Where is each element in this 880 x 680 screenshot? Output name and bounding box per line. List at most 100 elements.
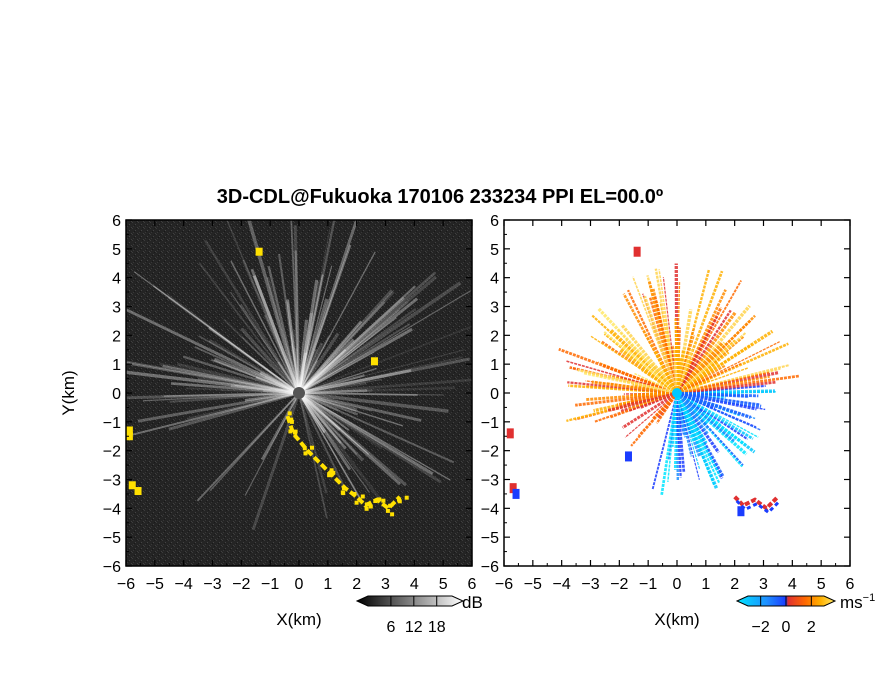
echo-pixel <box>381 498 386 503</box>
velocity-ray <box>621 324 679 395</box>
x-tick-label: −1 <box>261 576 279 593</box>
reflectivity-ray <box>126 361 300 395</box>
velocity-ray <box>676 392 759 438</box>
reflectivity-ray <box>298 391 449 413</box>
y-tick-label: 2 <box>112 328 121 345</box>
echo-pixel <box>377 497 382 502</box>
echo-pixel <box>289 419 294 424</box>
velocity-ray <box>676 392 692 422</box>
reflectivity-ray <box>186 391 300 421</box>
x-tick-label: 3 <box>759 576 768 593</box>
reflectivity-ray <box>259 371 300 395</box>
reflectivity-ray <box>234 385 300 394</box>
y-tick-label: 0 <box>112 386 121 403</box>
echo-blob <box>134 487 142 496</box>
y-tick-label: −6 <box>103 559 121 576</box>
reflectivity-ray <box>297 392 386 507</box>
reflectivity-ray <box>297 348 319 394</box>
reflectivity-ray <box>167 296 300 394</box>
x-tick-label: −3 <box>203 576 221 593</box>
echo-pixel <box>354 500 359 505</box>
reflectivity-ray <box>286 301 301 394</box>
reflectivity-ray <box>208 326 300 394</box>
velocity-ray <box>676 386 700 395</box>
reflectivity-panel: −6 −5 −4 −3 −2 −1 0 1 2 3 4 5 6 6 5 4 3 2 1 0 −1 −2 −3 −4 −5 −6 <box>103 213 477 593</box>
reflectivity-ray <box>298 265 333 394</box>
reflectivity-ray <box>298 392 339 412</box>
velocity-ray <box>675 349 686 394</box>
reflectivity-ray <box>264 375 300 395</box>
echo-pixel <box>293 430 297 435</box>
velocity-blob <box>624 451 632 462</box>
reflectivity-ray <box>298 271 436 394</box>
reflectivity-ray <box>298 386 456 395</box>
echo-pixel <box>287 411 292 416</box>
reflectivity-ray <box>129 392 300 437</box>
y-tick-label: −6 <box>481 559 499 576</box>
reflectivity-ray <box>298 309 400 394</box>
reflectivity-ray <box>230 384 300 395</box>
y-tick-label: 4 <box>112 271 121 288</box>
radar-center <box>293 387 305 399</box>
reflectivity-ray <box>298 244 352 394</box>
x-tick-label: −4 <box>175 576 193 593</box>
reflectivity-ray <box>168 391 300 431</box>
echo-blob <box>126 432 133 441</box>
reflectivity-ray <box>298 392 444 396</box>
reflectivity-ray <box>159 362 300 395</box>
reflectivity-ray <box>198 262 300 394</box>
echo-pixel <box>373 499 378 503</box>
x-tick-label: −4 <box>553 576 571 593</box>
echo-pixel <box>303 451 308 456</box>
reflectivity-ray <box>163 392 300 398</box>
reflectivity-ray <box>223 318 300 394</box>
velocity-ray <box>676 341 780 394</box>
echo-pixel <box>289 417 294 422</box>
velocity-ray <box>676 391 752 420</box>
reflectivity-ray <box>294 348 301 394</box>
reflectivity-ray <box>298 281 320 394</box>
reflectivity-ray <box>253 369 300 395</box>
x-tick-label: 0 <box>673 576 682 593</box>
velocity-ray <box>675 309 732 394</box>
reflectivity-ray <box>297 392 352 471</box>
y-tick-label: −3 <box>481 473 499 490</box>
reflectivity-ray <box>297 298 329 394</box>
y-tick-label: −2 <box>103 444 121 461</box>
reflectivity-ray <box>298 367 377 394</box>
velocity-axes: −6 −5 −4 −3 −2 −1 0 1 2 3 4 5 6 6 5 4 3 2 1 0 −1 −2 −3 −4 −5 −6 <box>481 213 855 593</box>
y-tick-label: −5 <box>481 530 499 547</box>
reflectivity-ray <box>298 378 382 394</box>
reflectivity-axes: −6 −5 −4 −3 −2 −1 0 1 2 3 4 5 6 6 5 4 3 2 1 0 −1 −2 −3 −4 −5 −6 <box>103 213 477 593</box>
echo-pixel <box>397 497 401 502</box>
colorbar-tick-label: 2 <box>807 619 816 636</box>
reflectivity-ray <box>126 370 300 395</box>
reflectivity-ray <box>298 391 442 484</box>
reflectivity-ray <box>298 285 416 394</box>
velocity-ray <box>642 295 679 394</box>
velocity-ray <box>675 289 727 394</box>
velocity-blob <box>509 483 517 494</box>
velocity-ray <box>676 364 726 394</box>
velocity-ray <box>565 360 678 394</box>
reflectivity-ray <box>126 391 300 400</box>
y-tick-label: 4 <box>490 271 499 288</box>
reflectivity-ray <box>298 391 401 486</box>
velocity-ray <box>651 392 678 490</box>
y-tick-label: −5 <box>103 530 121 547</box>
y-tick-label: −4 <box>103 501 121 518</box>
reflectivity-ray <box>226 220 300 394</box>
reflectivity-rays <box>126 220 472 531</box>
reflectivity-ray <box>297 332 340 394</box>
velocity-ray <box>676 392 682 414</box>
reflectivity-ray <box>194 346 300 394</box>
reflectivity-ray <box>198 335 300 394</box>
reflectivity-ray <box>298 360 319 394</box>
reflectivity-ray <box>263 314 301 394</box>
y-tick-label: 2 <box>490 328 499 345</box>
reflectivity-ray <box>244 391 300 402</box>
reflectivity-ray <box>230 260 300 394</box>
echo-pixel <box>329 468 334 473</box>
reflectivity-ray <box>298 325 472 394</box>
velocity-blob <box>737 506 745 517</box>
